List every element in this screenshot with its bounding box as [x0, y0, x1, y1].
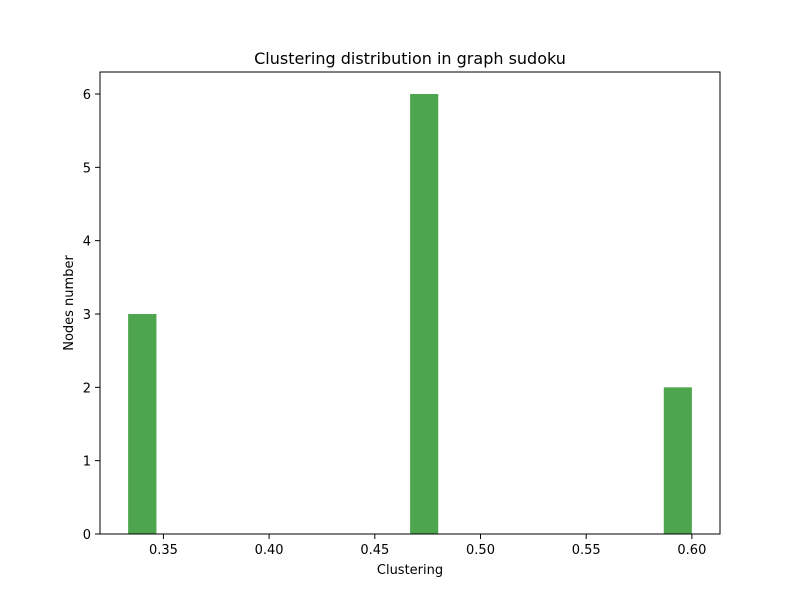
y-axis-ticks: 0 1 2 3 4 5 6: [83, 88, 100, 543]
y-tick-label: 5: [83, 161, 91, 176]
chart-title: Clustering distribution in graph sudoku: [254, 49, 566, 68]
x-tick-label: 0.45: [360, 543, 389, 558]
plot-frame: [99, 71, 721, 535]
histogram-bar-2: [410, 94, 439, 534]
y-tick-label: 2: [83, 381, 91, 396]
x-tick-label: 0.35: [149, 543, 178, 558]
y-tick-label: 6: [83, 88, 91, 103]
bars-group: [128, 94, 692, 534]
x-tick-label: 0.60: [677, 543, 706, 558]
x-axis-label: Clustering: [377, 563, 443, 578]
y-tick-label: 0: [83, 528, 91, 543]
histogram-bar-1: [128, 314, 157, 534]
histogram-bar-3: [663, 387, 692, 534]
x-tick-label: 0.40: [255, 543, 284, 558]
x-tick-label: 0.50: [466, 543, 495, 558]
y-tick-label: 4: [83, 235, 91, 250]
x-axis-ticks: 0.35 0.40 0.45 0.50 0.55 0.60: [149, 534, 706, 558]
y-axis-label: Nodes number: [62, 255, 77, 351]
y-tick-label: 3: [83, 308, 91, 323]
x-tick-label: 0.55: [572, 543, 601, 558]
y-tick-label: 1: [83, 455, 91, 470]
